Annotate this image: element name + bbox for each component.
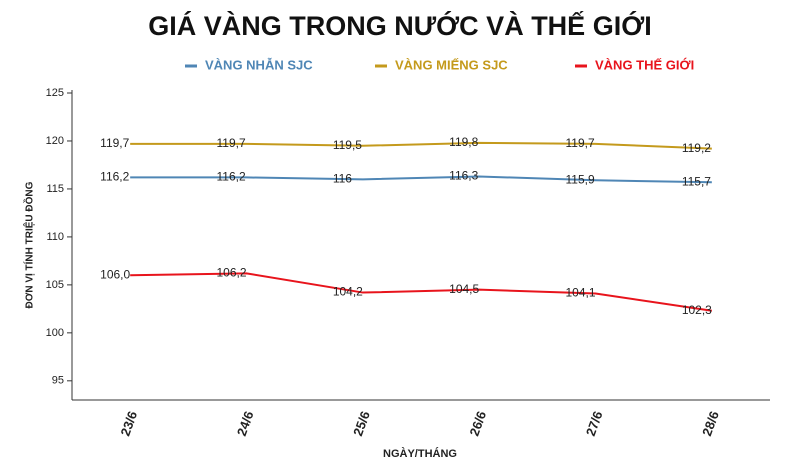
x-tick-label: 25/6 — [350, 409, 373, 438]
data-label: 102,3 — [682, 303, 712, 317]
y-tick-label: 120 — [46, 135, 64, 147]
data-label: 104,2 — [333, 285, 363, 299]
data-label: 106,2 — [217, 266, 247, 280]
data-label: 119,7 — [566, 136, 595, 150]
data-label: 115,7 — [682, 174, 711, 188]
y-axis-label: ĐƠN VỊ TÍNH TRIỆU ĐỒNG — [23, 181, 36, 308]
legend-label: VÀNG THẾ GIỚI — [595, 57, 694, 72]
series-line — [130, 272, 712, 312]
legend-label: VÀNG MIẾNG SJC — [395, 57, 508, 72]
data-label: 119,5 — [333, 138, 362, 152]
data-label: 106,0 — [100, 267, 130, 281]
x-tick-label: 23/6 — [117, 409, 140, 438]
data-label: 115,9 — [566, 172, 595, 186]
data-label: 119,8 — [449, 135, 478, 149]
data-label: 116,3 — [449, 169, 478, 183]
x-tick-label: 24/6 — [234, 409, 257, 438]
x-axis-label: NGÀY/THÁNG — [383, 447, 457, 460]
x-tick-label: 28/6 — [699, 409, 722, 438]
y-tick-label: 115 — [46, 183, 64, 195]
x-tick-label: 26/6 — [466, 409, 489, 438]
y-tick-label: 100 — [46, 327, 64, 339]
data-label: 116,2 — [100, 170, 129, 184]
legend-label: VÀNG NHẪN SJC — [205, 57, 313, 72]
data-label: 119,7 — [100, 136, 129, 150]
x-tick-label: 27/6 — [583, 409, 606, 438]
y-tick-label: 110 — [46, 231, 64, 243]
series-line — [130, 141, 712, 150]
data-label: 104,1 — [566, 286, 596, 300]
data-label: 119,2 — [682, 141, 711, 155]
series-line — [130, 175, 712, 184]
chart-title: GIÁ VÀNG TRONG NƯỚC VÀ THẾ GIỚI — [148, 10, 651, 41]
data-label: 116 — [333, 172, 352, 186]
y-tick-label: 105 — [46, 279, 64, 291]
y-tick-label: 125 — [46, 87, 64, 99]
data-label: 104,5 — [449, 282, 479, 296]
y-tick-label: 95 — [52, 375, 64, 387]
data-label: 116,2 — [217, 170, 246, 184]
data-label: 119,7 — [217, 136, 246, 150]
